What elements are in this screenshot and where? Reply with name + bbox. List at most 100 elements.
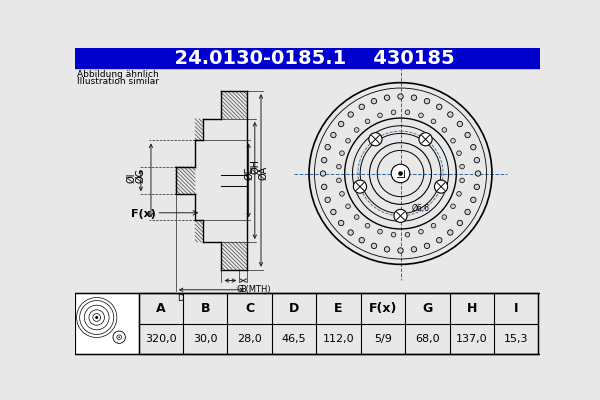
Circle shape xyxy=(470,144,476,150)
Circle shape xyxy=(419,113,424,118)
Text: 24.0130-0185.1    430185: 24.0130-0185.1 430185 xyxy=(161,48,454,68)
Text: I: I xyxy=(514,302,518,315)
Text: ØE: ØE xyxy=(244,167,254,180)
Text: C (MTH): C (MTH) xyxy=(236,285,270,294)
Circle shape xyxy=(398,94,403,99)
Circle shape xyxy=(451,204,455,208)
Text: ØH: ØH xyxy=(251,159,260,174)
Text: F(x): F(x) xyxy=(369,302,397,315)
Text: 15,3: 15,3 xyxy=(504,334,529,344)
Circle shape xyxy=(369,133,382,146)
Circle shape xyxy=(465,209,470,215)
Text: ØI: ØI xyxy=(127,172,137,183)
Circle shape xyxy=(320,171,326,176)
Circle shape xyxy=(451,138,455,143)
Text: ØG: ØG xyxy=(135,168,145,183)
Text: 30,0: 30,0 xyxy=(193,334,217,344)
Text: ØA: ØA xyxy=(259,166,268,180)
Text: 137,0: 137,0 xyxy=(456,334,488,344)
Circle shape xyxy=(377,113,382,118)
Text: A: A xyxy=(156,302,166,315)
Circle shape xyxy=(448,230,453,235)
Circle shape xyxy=(457,151,461,156)
Circle shape xyxy=(346,138,350,143)
Circle shape xyxy=(405,232,410,237)
Circle shape xyxy=(398,171,403,176)
Text: 112,0: 112,0 xyxy=(323,334,355,344)
Circle shape xyxy=(385,247,390,252)
Circle shape xyxy=(371,243,377,248)
Circle shape xyxy=(465,132,470,138)
Circle shape xyxy=(348,112,353,117)
Text: C: C xyxy=(245,302,254,315)
Circle shape xyxy=(371,98,377,104)
Text: Ø6,6: Ø6,6 xyxy=(412,204,430,214)
Circle shape xyxy=(457,121,463,127)
Circle shape xyxy=(442,215,446,219)
Text: F(x): F(x) xyxy=(131,209,155,219)
Circle shape xyxy=(474,158,479,163)
Circle shape xyxy=(346,204,350,208)
Bar xyxy=(139,293,538,354)
Circle shape xyxy=(411,95,416,100)
Circle shape xyxy=(431,119,436,124)
Circle shape xyxy=(337,164,341,169)
Circle shape xyxy=(353,180,367,193)
Circle shape xyxy=(460,178,464,183)
Circle shape xyxy=(474,184,479,190)
Text: 28,0: 28,0 xyxy=(237,334,262,344)
Circle shape xyxy=(411,247,416,252)
Circle shape xyxy=(348,230,353,235)
Text: H: H xyxy=(467,302,477,315)
Bar xyxy=(75,48,540,68)
Circle shape xyxy=(385,95,390,100)
Circle shape xyxy=(457,192,461,196)
Text: 320,0: 320,0 xyxy=(145,334,176,344)
Circle shape xyxy=(460,164,464,169)
Circle shape xyxy=(338,121,344,127)
Bar xyxy=(75,293,139,354)
Circle shape xyxy=(391,110,396,115)
Circle shape xyxy=(331,132,336,138)
Circle shape xyxy=(391,232,396,237)
Circle shape xyxy=(355,215,359,219)
Circle shape xyxy=(365,119,370,124)
Circle shape xyxy=(437,104,442,110)
Text: 5/9: 5/9 xyxy=(374,334,392,344)
Circle shape xyxy=(377,229,382,234)
Circle shape xyxy=(398,248,403,253)
Text: Abbildung ähnlich: Abbildung ähnlich xyxy=(77,70,159,79)
Text: 46,5: 46,5 xyxy=(282,334,307,344)
Text: 68,0: 68,0 xyxy=(415,334,440,344)
Circle shape xyxy=(475,171,481,176)
Text: G: G xyxy=(422,302,433,315)
Circle shape xyxy=(118,336,120,338)
Text: D: D xyxy=(178,294,184,303)
Text: D: D xyxy=(289,302,299,315)
Circle shape xyxy=(359,104,364,110)
Circle shape xyxy=(457,220,463,226)
Circle shape xyxy=(325,144,331,150)
Text: E: E xyxy=(334,302,343,315)
Circle shape xyxy=(340,192,344,196)
Circle shape xyxy=(437,238,442,243)
Text: B: B xyxy=(200,302,210,315)
Text: Illustration similar: Illustration similar xyxy=(77,77,160,86)
Circle shape xyxy=(424,243,430,248)
Circle shape xyxy=(391,164,410,183)
Circle shape xyxy=(322,184,327,190)
Circle shape xyxy=(419,229,424,234)
Circle shape xyxy=(394,209,407,222)
Text: B: B xyxy=(240,285,246,294)
Circle shape xyxy=(331,209,336,215)
Circle shape xyxy=(95,316,98,319)
Circle shape xyxy=(434,180,448,193)
Circle shape xyxy=(322,158,327,163)
Circle shape xyxy=(431,223,436,228)
Circle shape xyxy=(359,238,364,243)
Circle shape xyxy=(337,178,341,183)
Circle shape xyxy=(355,128,359,132)
Circle shape xyxy=(340,151,344,156)
Circle shape xyxy=(325,197,331,202)
Circle shape xyxy=(405,110,410,115)
